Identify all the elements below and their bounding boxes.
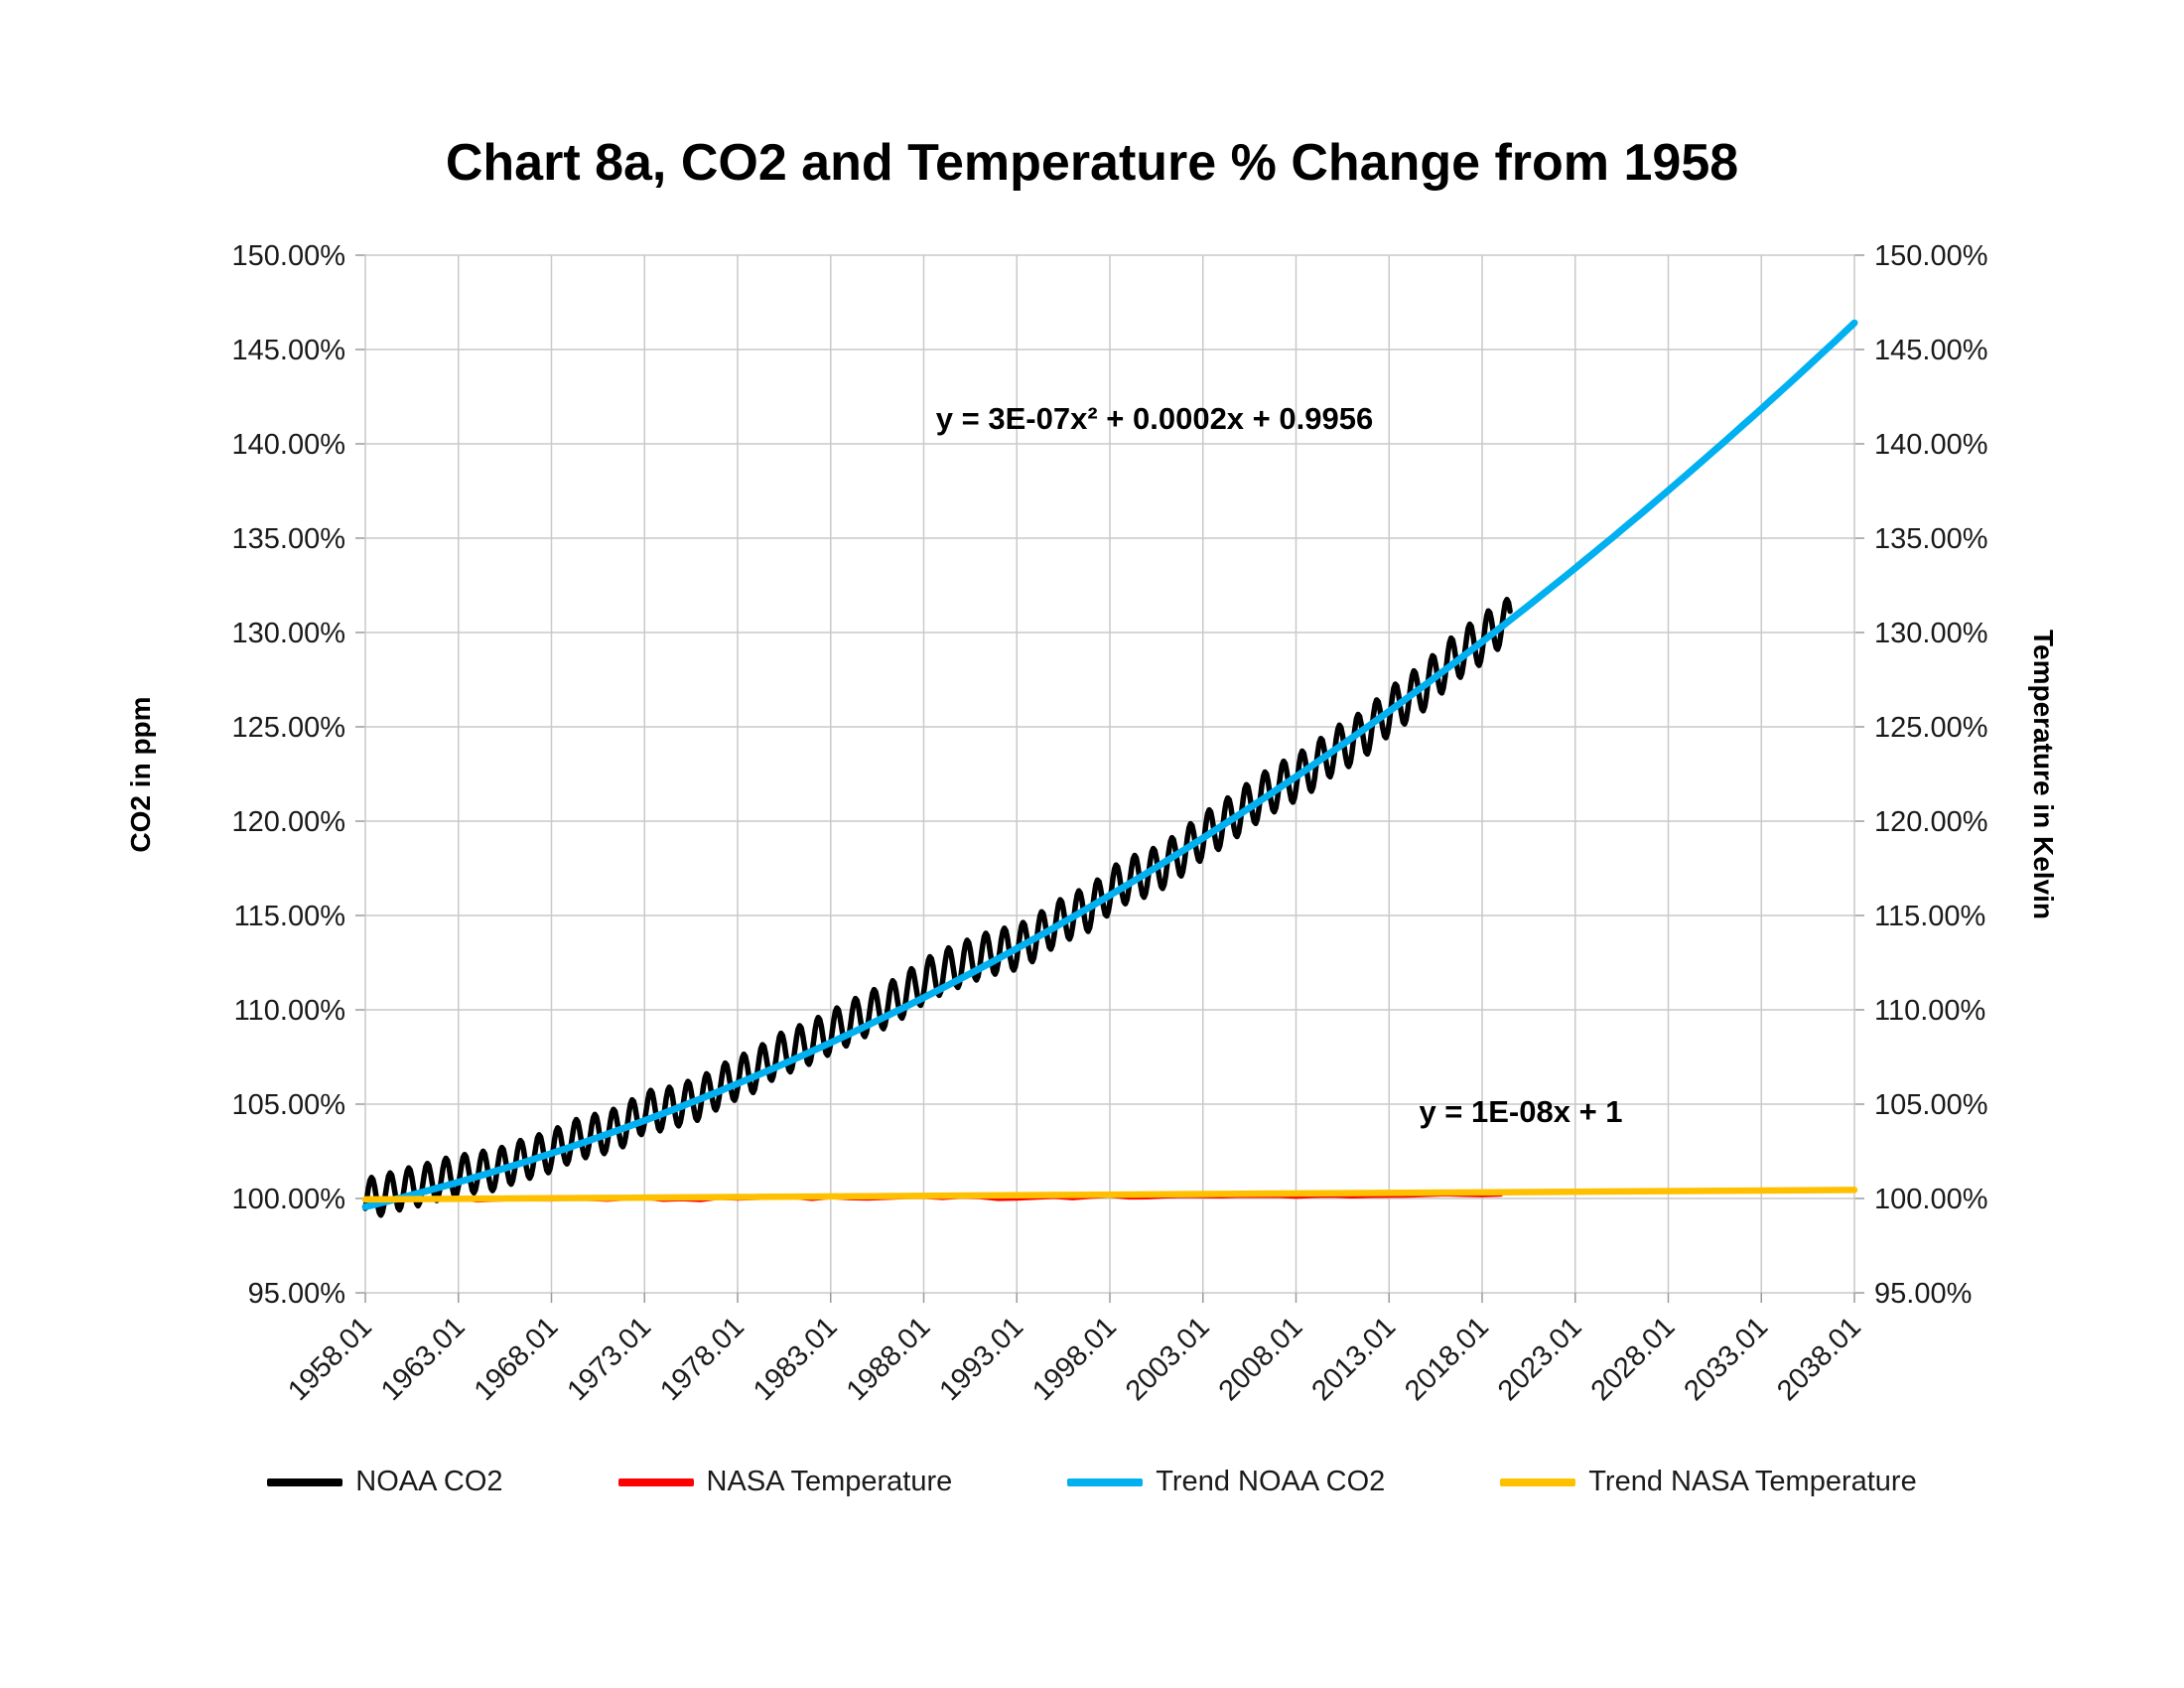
chart-title: Chart 8a, CO2 and Temperature % Change f…	[445, 134, 1739, 192]
y-axis-label-right: 150.00%	[1874, 240, 1988, 272]
legend-item-trend-noaa-co2[interactable]: Trend NOAA CO2	[1067, 1466, 1385, 1498]
trendline-equation-temperature[interactable]: y = 1E-08x + 1	[1419, 1094, 1623, 1129]
series-noaa-co2-line	[362, 597, 1513, 1218]
y-axis-label-right: 100.00%	[1874, 1184, 1988, 1215]
x-axis-label: 1958.01	[282, 1311, 378, 1407]
x-axis-label: 1968.01	[469, 1311, 565, 1407]
right-axis-title: Temperature in Kelvin	[2028, 629, 2059, 920]
legend: NOAA CO2 NASA Temperature Trend NOAA CO2…	[0, 1466, 2184, 1498]
y-axis-label-right: 105.00%	[1874, 1089, 1988, 1121]
y-axis-label-left: 110.00%	[234, 995, 345, 1027]
left-axis-title: CO2 in ppm	[125, 696, 156, 853]
x-axis-label: 1978.01	[654, 1311, 751, 1407]
x-axis-label: 1973.01	[561, 1311, 657, 1407]
legend-item-noaa-co2[interactable]: NOAA CO2	[267, 1466, 503, 1498]
y-axis-label-right: 110.00%	[1874, 995, 1985, 1027]
y-axis-label-left: 105.00%	[232, 1089, 346, 1121]
y-axis-label-left: 130.00%	[232, 618, 346, 649]
y-axis-label-left: 125.00%	[232, 712, 346, 744]
legend-item-trend-nasa-temperature[interactable]: Trend NASA Temperature	[1500, 1466, 1917, 1498]
y-axis-label-left: 120.00%	[232, 806, 346, 838]
y-axis-label-right: 125.00%	[1874, 712, 1988, 744]
legend-swatch-nasa-temperature	[617, 1477, 694, 1486]
y-axis-label-left: 145.00%	[232, 335, 346, 366]
y-axis-label-left: 140.00%	[232, 429, 346, 461]
y-axis-label-left: 100.00%	[232, 1184, 346, 1215]
y-axis-label-right: 145.00%	[1874, 335, 1988, 366]
legend-swatch-trend-noaa-co2	[1067, 1477, 1144, 1486]
x-axis-label: 2023.01	[1492, 1311, 1588, 1407]
x-axis-label: 1963.01	[375, 1311, 472, 1407]
series-trend-noaa-co2-line	[361, 319, 1858, 1210]
x-axis-label: 1988.01	[841, 1311, 937, 1407]
y-axis-label-left: 115.00%	[234, 901, 345, 932]
y-axis-label-right: 130.00%	[1874, 618, 1988, 649]
legend-label-trend-noaa-co2: Trend NOAA CO2	[1156, 1466, 1386, 1497]
x-axis-label: 2018.01	[1399, 1311, 1495, 1407]
x-axis-label: 2038.01	[1771, 1311, 1867, 1407]
x-axis-label: 2003.01	[1120, 1311, 1216, 1407]
series-trend-nasa-temperature-line	[361, 1187, 1858, 1203]
legend-label-trend-nasa-temperature: Trend NASA Temperature	[1588, 1466, 1917, 1497]
y-axis-label-right: 135.00%	[1874, 523, 1988, 555]
legend-label-nasa-temperature: NASA Temperature	[706, 1466, 953, 1497]
x-axis-label: 2033.01	[1678, 1311, 1774, 1407]
y-axis-label-right: 140.00%	[1874, 429, 1988, 461]
x-axis-label: 1998.01	[1026, 1311, 1123, 1407]
y-axis-label-left: 150.00%	[232, 240, 346, 272]
legend-swatch-noaa-co2	[267, 1477, 343, 1486]
y-axis-label-left: 95.00%	[248, 1278, 345, 1310]
y-axis-label-left: 135.00%	[232, 523, 346, 555]
y-axis-label-right: 120.00%	[1874, 806, 1988, 838]
x-axis-label: 2008.01	[1213, 1311, 1309, 1407]
x-axis-label: 1993.01	[933, 1311, 1029, 1407]
x-axis-label: 1983.01	[748, 1311, 844, 1407]
x-axis-label: 2028.01	[1585, 1311, 1682, 1407]
legend-label-noaa-co2: NOAA CO2	[355, 1466, 503, 1497]
y-axis-label-right: 115.00%	[1874, 901, 1985, 932]
legend-swatch-trend-nasa-temperature	[1500, 1477, 1576, 1486]
trendline-equation-co2[interactable]: y = 3E-07x² + 0.0002x + 0.9956	[935, 401, 1374, 436]
y-axis-label-right: 95.00%	[1874, 1278, 1972, 1310]
legend-item-nasa-temperature[interactable]: NASA Temperature	[617, 1466, 953, 1498]
x-axis-label: 2013.01	[1305, 1311, 1402, 1407]
